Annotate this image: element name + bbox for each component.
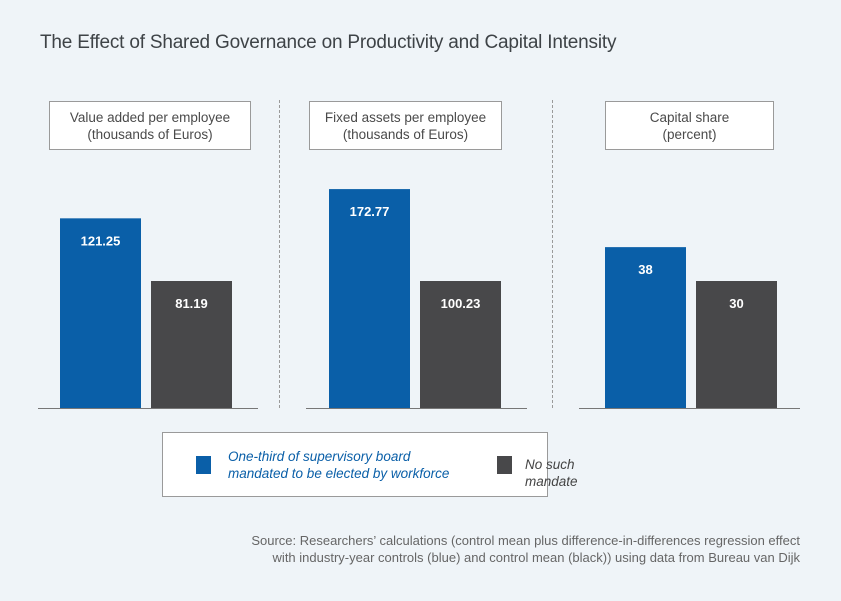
legend-swatch-blue [196, 456, 211, 474]
panel-2-label: Fixed assets per employee (thousands of E… [309, 101, 502, 150]
panel-2-title: Fixed assets per employee [324, 109, 487, 125]
bar-no-mandate [151, 281, 232, 408]
bar-mandate [329, 189, 410, 408]
bar-mandate [60, 218, 141, 408]
source-line: Source: Researchers’ calculations (contr… [251, 533, 800, 548]
bar-value-label: 172.77 [350, 204, 390, 219]
panel-3-subtitle: (percent) [662, 126, 717, 142]
source-note: Source: Researchers’ calculations (contr… [251, 532, 800, 566]
panel-1-title: Value added per employee [69, 109, 231, 125]
bar-no-mandate [696, 281, 777, 408]
legend-swatch-gray [497, 456, 512, 474]
bar-no-mandate [420, 281, 501, 408]
bar-value-label: 30 [729, 296, 743, 311]
bar-value-label: 121.25 [81, 233, 121, 248]
panel-3-title: Capital share [649, 109, 730, 125]
source-line: with industry-year controls (blue) and c… [272, 550, 800, 565]
panel-divider [552, 100, 553, 408]
legend-label-line: One-third of supervisory board [228, 449, 411, 464]
panel-divider [279, 100, 280, 408]
panel-1-subtitle: (thousands of Euros) [87, 126, 213, 142]
legend: One-third of supervisory board mandated … [162, 432, 578, 497]
legend-label-mandate: One-third of supervisory board mandated … [228, 448, 449, 482]
legend-label-no-mandate: No such mandate [525, 457, 578, 489]
bar-value-label: 81.19 [175, 296, 208, 311]
panel-2-subtitle: (thousands of Euros) [342, 126, 469, 142]
chart-title: The Effect of Shared Governance on Produ… [40, 32, 617, 53]
panel-1-label: Value added per employee (thousands of Eu… [49, 101, 251, 150]
legend-label-line: mandated to be elected by workforce [228, 466, 450, 481]
bar-value-label: 100.23 [441, 296, 481, 311]
bar-value-label: 38 [638, 262, 652, 277]
panel-3-label: Capital share (percent) [605, 101, 774, 150]
bar-mandate [605, 247, 686, 408]
